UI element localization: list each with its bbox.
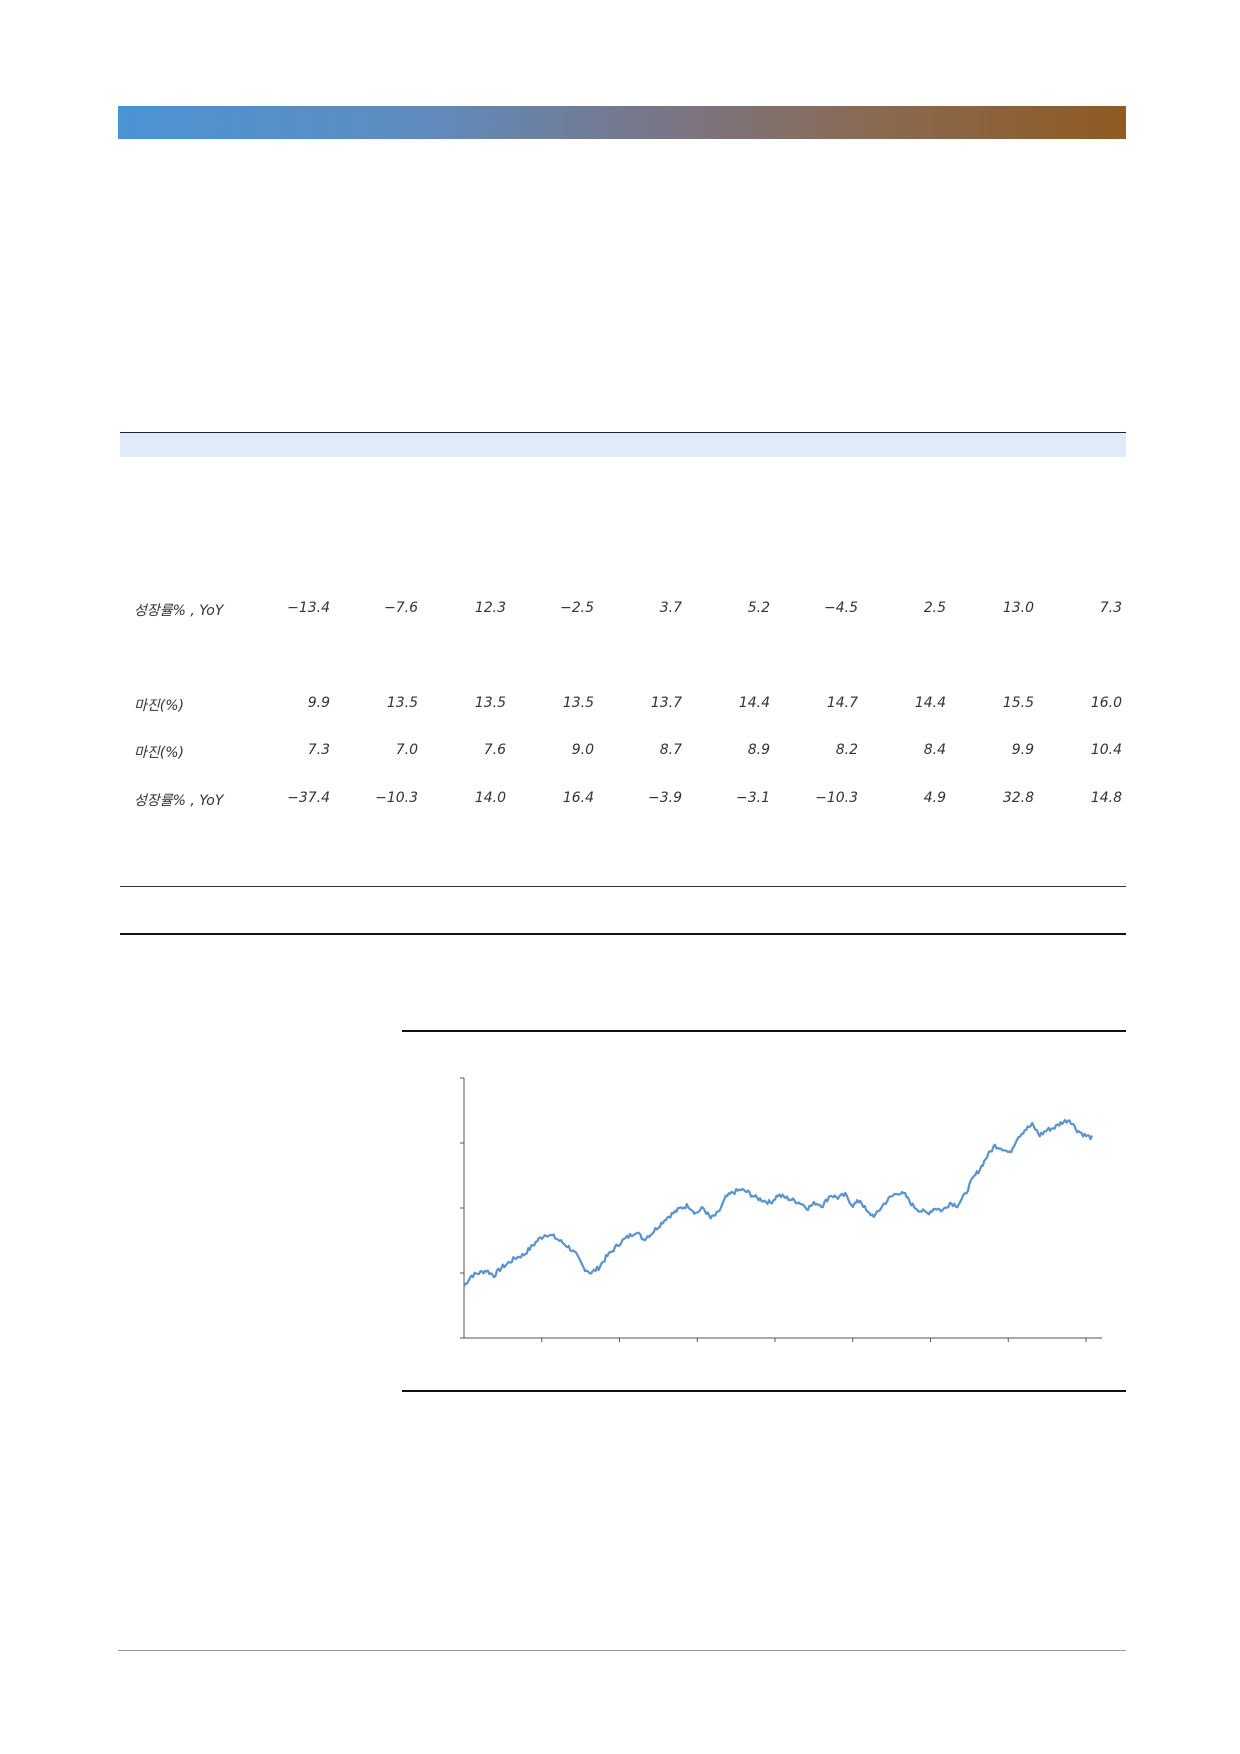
- table-cell: −37.4: [287, 790, 330, 806]
- table-cell: 14.8: [1090, 790, 1122, 806]
- table-cell: −10.3: [815, 790, 858, 806]
- table-cell: −3.9: [648, 790, 682, 806]
- table-cell: 12.3: [474, 600, 506, 616]
- table-cell: 8.9: [747, 742, 770, 758]
- table-header-band: [120, 433, 1126, 457]
- table-cell: −13.4: [287, 600, 330, 616]
- table-cell: −7.6: [384, 600, 418, 616]
- table-cell: 9.9: [307, 695, 330, 711]
- table-cell: 7.3: [307, 742, 330, 758]
- table-cell: 13.5: [562, 695, 594, 711]
- table-cell: 13.7: [650, 695, 682, 711]
- table-row: 마진(%) 9.9 13.5 13.5 13.5 13.7 14.4 14.7 14.4 15.5…: [120, 695, 1126, 715]
- row-label: 성장률% , YoY: [134, 603, 224, 619]
- table-cell: −3.1: [736, 790, 770, 806]
- chart-top-rule: [402, 1030, 1126, 1032]
- table-cell: 13.5: [474, 695, 506, 711]
- table-cell: 10.4: [1090, 742, 1122, 758]
- table-cell: 8.2: [835, 742, 858, 758]
- table-cell: 7.0: [395, 742, 418, 758]
- table-cell: −4.5: [824, 600, 858, 616]
- table-cell: 3.7: [659, 600, 682, 616]
- table-cell: 16.4: [562, 790, 594, 806]
- table-cell: 8.7: [659, 742, 682, 758]
- table-cell: 7.6: [483, 742, 506, 758]
- stock-price-chart: [460, 1077, 1102, 1342]
- row-label: 성장률% , YoY: [134, 793, 224, 809]
- table-cell: 32.8: [1002, 790, 1034, 806]
- table-cell: 2.5: [923, 600, 946, 616]
- table-cell: 13.0: [1002, 600, 1034, 616]
- section-rule: [120, 933, 1126, 935]
- table-row: 성장률% , YoY −13.4 −7.6 12.3 −2.5 3.7 5.2 −4.5 2.5…: [120, 600, 1126, 620]
- table-row: 마진(%) 7.3 7.0 7.6 9.0 8.7 8.9 8.2 8.4 9.9 10.4: [120, 742, 1126, 762]
- table-cell: 13.5: [386, 695, 418, 711]
- footer-rule: [118, 1650, 1126, 1651]
- row-label: 마진(%): [134, 698, 184, 714]
- header-banner: [118, 106, 1126, 139]
- table-cell: 4.9: [923, 790, 946, 806]
- table-cell: −2.5: [560, 600, 594, 616]
- table-cell: 5.2: [747, 600, 770, 616]
- table-cell: 14.0: [474, 790, 506, 806]
- row-label: 마진(%): [134, 745, 184, 761]
- table-cell: 15.5: [1002, 695, 1034, 711]
- chart-bottom-rule: [402, 1390, 1126, 1392]
- table-cell: 8.4: [923, 742, 946, 758]
- table-cell: 7.3: [1099, 600, 1122, 616]
- price-series-line: [463, 1118, 1094, 1287]
- table-cell: 9.0: [571, 742, 594, 758]
- table-cell: 14.4: [738, 695, 770, 711]
- table-cell: 16.0: [1090, 695, 1122, 711]
- table-cell: −10.3: [375, 790, 418, 806]
- table-cell: 14.4: [914, 695, 946, 711]
- table-cell: 14.7: [826, 695, 858, 711]
- table-cell: 9.9: [1011, 742, 1034, 758]
- table-row: 성장률% , YoY −37.4 −10.3 14.0 16.4 −3.9 −3.1 −10.…: [120, 790, 1126, 810]
- table-bottom-rule: [120, 886, 1126, 887]
- table-top-rule: [120, 432, 1126, 433]
